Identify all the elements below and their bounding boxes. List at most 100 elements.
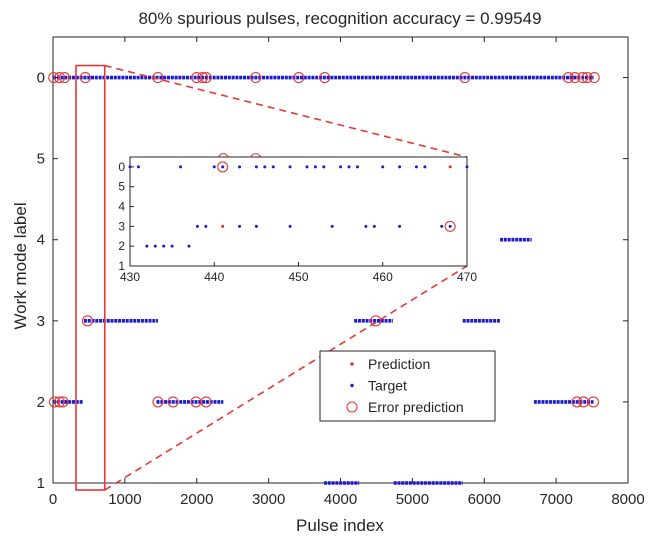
- inset-target-point: [145, 244, 149, 248]
- inset-x-tick-label: 430: [120, 270, 140, 284]
- error-marker: [79, 71, 91, 84]
- x-tick-label: 0: [49, 491, 57, 508]
- legend-label: Prediction: [368, 356, 430, 372]
- x-tick-label: 3000: [252, 491, 285, 508]
- inset-prediction-point: [448, 165, 452, 169]
- inset-target-point: [372, 224, 376, 228]
- inset-target-point: [414, 165, 418, 169]
- legend-label: Target: [368, 378, 407, 394]
- inset-error-marker: [217, 161, 229, 173]
- inset-target-point: [288, 165, 292, 169]
- error-marker: [57, 396, 69, 408]
- inset-y-tick-label: 5: [118, 180, 125, 194]
- error-marker: [581, 71, 593, 84]
- inset-x-tick-label: 460: [373, 270, 393, 284]
- error-marker: [319, 71, 331, 84]
- x-tick-label: 8000: [611, 491, 644, 508]
- error-marker: [53, 396, 66, 408]
- error-marker: [191, 71, 203, 84]
- y-tick-label: 2: [37, 394, 45, 411]
- inset-target-point: [355, 165, 359, 169]
- error-marker: [569, 71, 581, 84]
- y-axis-label: Work mode label: [11, 202, 30, 329]
- inset-target-point: [322, 165, 326, 169]
- error-marker: [571, 396, 583, 408]
- inset-target-point: [238, 165, 242, 169]
- zoom-region-box: [75, 64, 106, 491]
- error-marker: [48, 71, 60, 84]
- inset-target-point: [364, 224, 368, 228]
- error-marker: [58, 71, 71, 84]
- error-marker: [250, 71, 262, 84]
- inset-target-point: [204, 224, 208, 228]
- chart-title: 80% spurious pulses, recognition accurac…: [138, 9, 541, 28]
- inset-x-tick-label: 440: [204, 270, 224, 284]
- inset-target-point: [288, 224, 292, 228]
- inset-frame: [129, 156, 468, 267]
- inset-target-point: [238, 224, 242, 228]
- inset-target-point: [263, 165, 267, 169]
- inset-prediction-point: [221, 224, 225, 228]
- legend-error-marker: [346, 401, 358, 413]
- inset-y-tick-label: 2: [118, 239, 125, 253]
- inset-y-tick-label: 3: [118, 219, 125, 233]
- x-tick-label: 5000: [396, 491, 429, 508]
- inset-plot: 430 440 450 460 470 0 5 4 3 2 1: [118, 156, 477, 284]
- inset-target-point: [187, 244, 191, 248]
- zoom-connector-bottom: [104, 265, 468, 491]
- inset-target-point: [313, 165, 317, 169]
- error-marker: [48, 396, 60, 408]
- inset-x-tick-label: 450: [288, 270, 308, 284]
- zoom-indicator: [75, 64, 468, 491]
- inset-target-point: [381, 165, 385, 169]
- x-tick-label: 7000: [539, 491, 572, 508]
- inset-y-tick-label: 0: [118, 160, 125, 174]
- x-tick-label: 1000: [108, 491, 141, 508]
- inset-target-point: [212, 165, 216, 169]
- inset-error-marker: [444, 220, 456, 232]
- inset-target-point: [330, 224, 334, 228]
- error-marker: [152, 396, 164, 408]
- inset-x-tick-label: 470: [457, 270, 477, 284]
- inset-target-point: [398, 165, 402, 169]
- legend-box: [319, 350, 496, 422]
- error-marker: [370, 315, 382, 327]
- inset-target-point: [136, 165, 140, 169]
- error-marker: [562, 71, 574, 84]
- legend-prediction-marker: [350, 362, 354, 366]
- y-tick-label: 0: [37, 70, 45, 87]
- inset-target-point: [448, 224, 452, 228]
- zoom-connector-top: [104, 64, 468, 158]
- inset-target-point: [128, 165, 132, 169]
- y-tick-label: 1: [37, 475, 45, 492]
- x-tick-label: 2000: [180, 491, 213, 508]
- x-tick-label: 4000: [324, 491, 357, 508]
- error-marker: [200, 71, 212, 84]
- inset-target-point: [398, 224, 402, 228]
- y-tick-label: 4: [37, 232, 45, 249]
- error-marker: [167, 396, 179, 408]
- inset-target-point: [271, 165, 275, 169]
- error-marker: [587, 396, 600, 408]
- x-tick-label: 6000: [468, 491, 501, 508]
- inset-target-point: [423, 165, 427, 169]
- error-marker: [577, 71, 589, 84]
- error-marker: [200, 396, 212, 408]
- legend-target-marker: [350, 383, 354, 388]
- inset-target-point: [221, 165, 225, 169]
- error-marker: [588, 71, 600, 84]
- error-marker: [459, 71, 471, 84]
- inset-target-point: [170, 244, 174, 248]
- inset-target-point: [254, 165, 258, 169]
- legend-label: Error prediction: [368, 399, 464, 415]
- inset-target-point: [339, 165, 343, 169]
- y-tick-label: 3: [37, 313, 45, 330]
- inset-y-tick-label: 4: [118, 200, 125, 214]
- inset-target-point: [179, 165, 183, 169]
- inset-target-point: [440, 224, 444, 228]
- error-marker: [81, 315, 94, 327]
- error-marker: [293, 71, 305, 84]
- legend: Prediction Target Error prediction: [319, 350, 496, 422]
